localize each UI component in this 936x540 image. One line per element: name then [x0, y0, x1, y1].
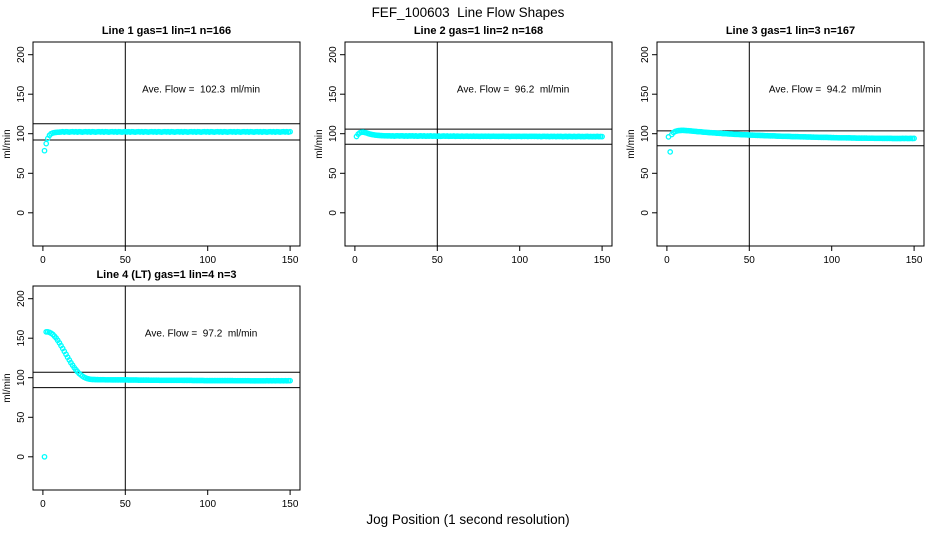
x-tick-label: 150: [282, 255, 299, 266]
y-axis-title: ml/min: [626, 129, 637, 158]
y-tick-label: 200: [328, 46, 339, 63]
x-tick-label: 100: [199, 255, 216, 266]
y-tick-label: 150: [16, 85, 27, 102]
x-tick-label: 50: [432, 255, 444, 266]
x-tick-label: 0: [40, 499, 46, 510]
x-tick-label: 100: [199, 499, 216, 510]
plot-frame: [344, 41, 613, 247]
subplot-1: 0 50 100 150 0 50 100 150 200 ml/min Line 1 gas=1 …: [2, 25, 301, 266]
y-tick-label: 0: [16, 454, 27, 460]
y-tick-label: 100: [640, 125, 651, 142]
y-tick-label: 50: [640, 167, 651, 179]
figure-title: FEF_100603 Line Flow Shapes: [371, 5, 565, 20]
x-tick-label: 0: [40, 255, 46, 266]
y-tick-label: 100: [328, 125, 339, 142]
y-tick-label: 200: [16, 290, 27, 307]
subplot-2: 0 50 100 150 0 50 100 150 200 ml/min Line 2 gas=1 …: [314, 25, 613, 266]
subplot-title: Line 3 gas=1 lin=3 n=167: [726, 25, 855, 37]
y-tick-label: 0: [640, 210, 651, 216]
x-tick-label: 50: [744, 255, 756, 266]
data-point: [667, 149, 674, 155]
ave-flow-annotation: Ave. Flow = 102.3 ml/min: [142, 85, 260, 96]
ave-flow-annotation: Ave. Flow = 96.2 ml/min: [457, 85, 569, 96]
data-points: [41, 329, 293, 460]
ave-flow-annotation: Ave. Flow = 97.2 ml/min: [145, 329, 257, 340]
x-tick-label: 150: [906, 255, 923, 266]
x-tick-label: 0: [352, 255, 358, 266]
y-axis-title: ml/min: [2, 373, 13, 402]
y-tick-label: 100: [16, 369, 27, 386]
data-point: [41, 147, 48, 154]
x-tick-label: 150: [594, 255, 611, 266]
y-tick-label: 200: [640, 46, 651, 63]
y-tick-label: 50: [16, 167, 27, 179]
plot-frame: [656, 41, 925, 247]
subplot-4: 0 50 100 150 0 50 100 150 200 ml/min Line 4 (LT) g…: [2, 269, 301, 510]
plot-frame: [32, 285, 301, 491]
data-point: [43, 140, 50, 147]
data-points: [353, 129, 605, 140]
subplot-title: Line 2 gas=1 lin=2 n=168: [414, 25, 543, 37]
x-tick-label: 100: [823, 255, 840, 266]
x-tick-label: 50: [120, 499, 132, 510]
y-tick-label: 200: [16, 46, 27, 63]
x-tick-label: 100: [511, 255, 528, 266]
subplot-title: Line 4 (LT) gas=1 lin=4 n=3: [96, 269, 236, 281]
plot-frame: [32, 41, 301, 247]
y-tick-label: 100: [16, 125, 27, 142]
y-tick-label: 150: [640, 85, 651, 102]
data-points: [41, 128, 293, 154]
data-point: [599, 133, 605, 140]
y-axis-title: ml/min: [2, 129, 13, 158]
data-point: [287, 377, 293, 384]
subplot-3: 0 50 100 150 0 50 100 150 200 ml/min Line 3 gas=1 …: [626, 25, 925, 266]
y-tick-label: 0: [16, 210, 27, 216]
y-tick-label: 150: [16, 329, 27, 346]
data-points: [665, 127, 917, 155]
data-point: [287, 128, 293, 135]
x-tick-label: 50: [120, 255, 132, 266]
y-axis-title: ml/min: [314, 129, 325, 158]
x-tick-label: 150: [282, 499, 299, 510]
data-point: [41, 453, 48, 460]
y-tick-label: 150: [328, 85, 339, 102]
x-tick-label: 0: [664, 255, 670, 266]
x-axis-label: Jog Position (1 second resolution): [366, 512, 570, 527]
data-point: [911, 135, 917, 142]
ave-flow-annotation: Ave. Flow = 94.2 ml/min: [769, 85, 881, 96]
y-tick-label: 50: [328, 167, 339, 179]
y-tick-label: 50: [16, 411, 27, 423]
y-tick-label: 0: [328, 210, 339, 216]
subplot-title: Line 1 gas=1 lin=1 n=166: [102, 25, 231, 37]
